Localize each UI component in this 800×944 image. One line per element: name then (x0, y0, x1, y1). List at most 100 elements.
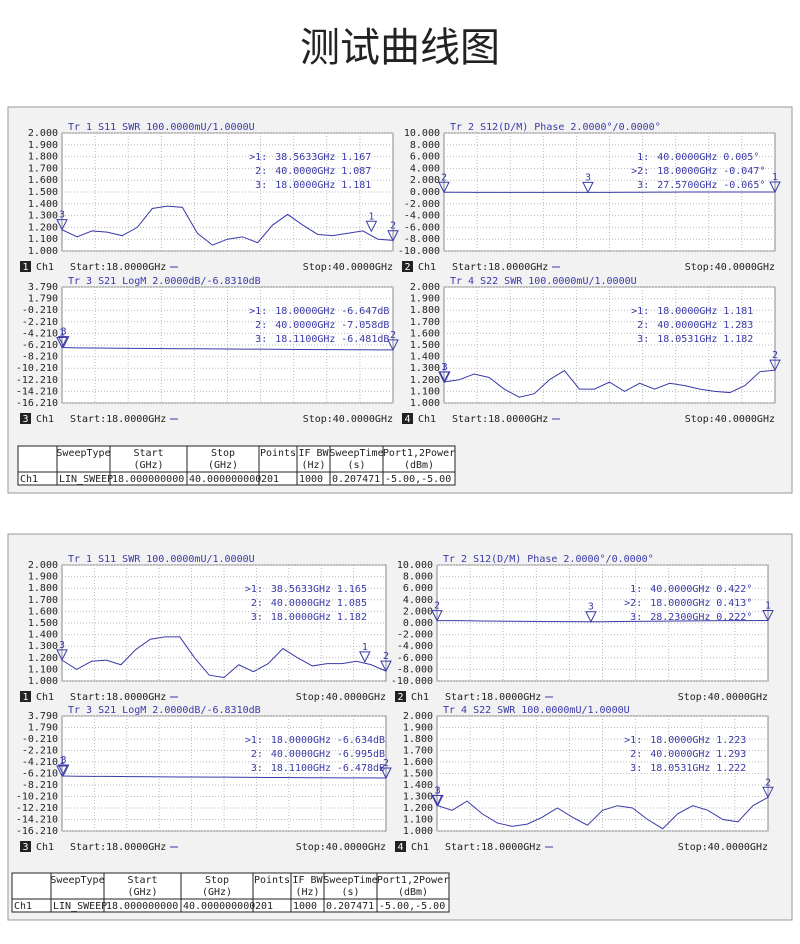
start-label: Start:18.0000GHz (70, 414, 166, 425)
marker-list-label: >2: (631, 166, 649, 177)
y-tick-label: 1.300 (403, 792, 433, 803)
table-header: Start (127, 875, 157, 886)
y-tick-label: 1.200 (28, 653, 58, 664)
y-tick-label: -10.000 (398, 246, 440, 257)
y-tick-label: -4.210 (22, 328, 58, 339)
y-tick-label: 1.600 (403, 757, 433, 768)
y-tick-label: 1.400 (28, 199, 58, 210)
y-tick-label: 1.790 (28, 723, 58, 734)
marker-value: 1.181 (723, 306, 753, 317)
y-tick-label: 1.000 (403, 826, 433, 837)
marker-value: 0.422° (716, 584, 752, 595)
y-tick-label: -4.000 (397, 641, 433, 652)
table-header: Start (133, 448, 163, 459)
y-tick-label: -4.210 (22, 757, 58, 768)
marker-value: 1.182 (723, 334, 753, 345)
marker-id: 3 (435, 785, 441, 796)
table-header: Stop (211, 448, 235, 459)
marker-id: 3 (588, 602, 594, 613)
table-header: (GHz) (133, 460, 163, 471)
y-tick-label: 4.000 (410, 163, 440, 174)
marker-value: -7.058dB (341, 320, 389, 331)
marker-list-label: 3: (251, 612, 263, 623)
marker-value: 1.293 (716, 749, 746, 760)
y-tick-label: -8.000 (404, 234, 440, 245)
y-tick-label: 6.000 (403, 583, 433, 594)
y-tick-label: -12.210 (16, 375, 58, 386)
table-header: Points (260, 448, 296, 459)
y-tick-label: -4.000 (404, 211, 440, 222)
marker-frequency: 18.0000GHz (275, 180, 335, 191)
marker-value: -6.478dB (337, 763, 385, 774)
trace-title: Tr 3 S21 LogM 2.0000dB/-6.8310dB (68, 276, 261, 287)
y-tick-label: 1.700 (28, 595, 58, 606)
table-header: (s) (347, 460, 365, 471)
table-header: (s) (341, 887, 359, 898)
y-tick-label: 1.100 (28, 664, 58, 675)
trace-title: Tr 2 S12(D/M) Phase 2.0000°/0.0000° (443, 554, 654, 565)
trace-number: 4 (397, 842, 403, 853)
y-tick-label: 1.500 (28, 618, 58, 629)
table-cell: LIN_SWEEP (59, 474, 113, 485)
y-tick-label: -2.210 (22, 746, 58, 757)
channel-label: Ch1 (411, 692, 429, 703)
marker-value: -6.647dB (341, 306, 389, 317)
marker-list-label: >1: (245, 735, 263, 746)
y-tick-label: -6.000 (397, 653, 433, 664)
marker-id: 3 (59, 210, 65, 221)
y-tick-label: 1.500 (28, 187, 58, 198)
marker-list-label: 2: (255, 320, 267, 331)
marker-frequency: 18.0531GHz (657, 334, 717, 345)
marker-value: 1.223 (716, 735, 746, 746)
marker-frequency: 40.0000GHz (657, 152, 717, 163)
table-cell: LIN_SWEEP (53, 901, 107, 912)
y-tick-label: 1.800 (28, 152, 58, 163)
marker-id: 2 (390, 221, 396, 232)
stop-label: Stop:40.0000GHz (303, 262, 393, 273)
table-cell: 40.000000000 (189, 474, 261, 485)
table-header: SweepType (56, 448, 110, 459)
y-tick-label: 1.000 (28, 676, 58, 687)
table-header: (GHz) (127, 887, 157, 898)
marker-frequency: 40.0000GHz (650, 749, 710, 760)
trace-number: 3 (22, 414, 28, 425)
marker-list-label: >1: (631, 306, 649, 317)
table-header: (dBm) (404, 460, 434, 471)
y-tick-label: -8.000 (397, 664, 433, 675)
marker-frequency: 18.1100GHz (271, 763, 331, 774)
table-cell: 201 (261, 474, 279, 485)
start-label: Start:18.0000GHz (445, 692, 541, 703)
marker-value: -0.065° (723, 180, 765, 191)
marker-value: 1.165 (337, 584, 367, 595)
marker-list-label: >2: (624, 598, 642, 609)
table-header: (Hz) (295, 887, 319, 898)
table-cell: -5.00,-5.00 (385, 474, 451, 485)
channel-label: Ch1 (36, 262, 54, 273)
marker-list-label: 3: (251, 763, 263, 774)
marker-value: 1.283 (723, 320, 753, 331)
marker-id: 2 (772, 350, 778, 361)
trace-number: 4 (404, 414, 410, 425)
start-label: Start:18.0000GHz (70, 262, 166, 273)
marker-list-label: 3: (630, 763, 642, 774)
y-tick-label: -6.210 (22, 340, 58, 351)
marker-value: 1.167 (341, 152, 371, 163)
y-tick-label: -2.000 (404, 199, 440, 210)
marker-frequency: 40.0000GHz (650, 584, 710, 595)
y-tick-label: 8.000 (403, 572, 433, 583)
start-label: Start:18.0000GHz (70, 692, 166, 703)
y-tick-label: 2.000 (28, 128, 58, 139)
marker-id: 3 (585, 172, 591, 183)
marker-value: 0.413° (716, 598, 752, 609)
y-tick-label: 3.790 (28, 711, 58, 722)
y-tick-label: 1.500 (403, 769, 433, 780)
marker-value: 0.005° (723, 152, 759, 163)
channel-label: Ch1 (418, 262, 436, 273)
marker-frequency: 18.0000GHz (271, 612, 331, 623)
marker-list-label: 3: (637, 334, 649, 345)
table-header: (GHz) (202, 887, 232, 898)
table-cell: 40.000000000 (183, 901, 255, 912)
y-tick-label: 1.100 (403, 815, 433, 826)
y-tick-label: 1.000 (410, 398, 440, 409)
